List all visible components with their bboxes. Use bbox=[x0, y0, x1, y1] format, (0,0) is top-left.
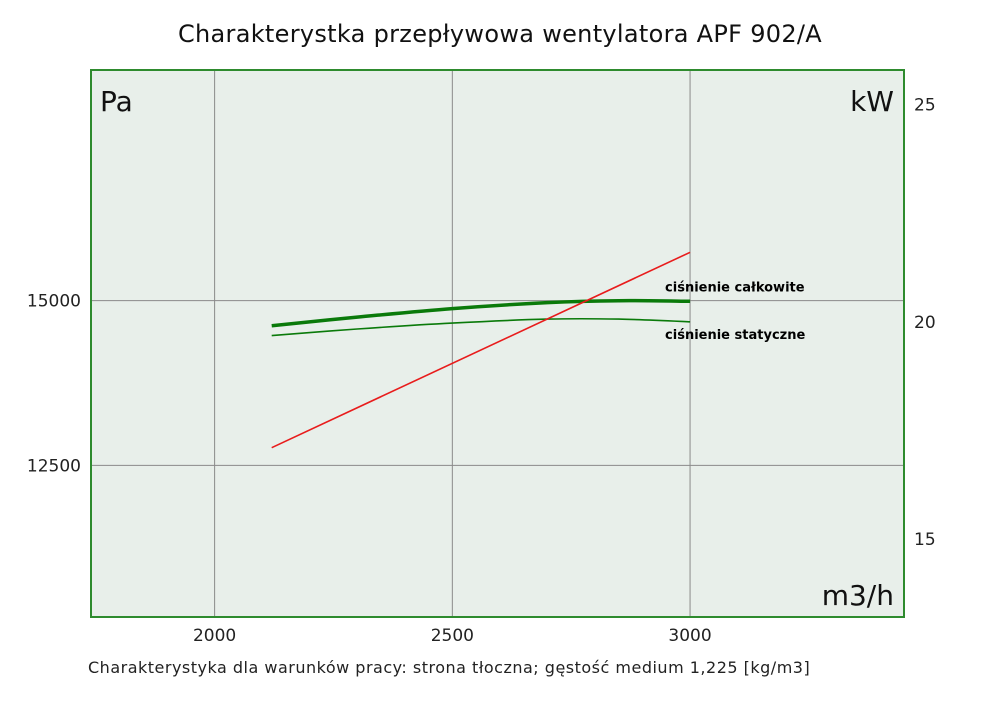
x-tick-label-2: 3000 bbox=[668, 626, 711, 646]
y-tick-label-1: 15000 bbox=[27, 292, 81, 312]
y-tick-label-0: 12500 bbox=[27, 456, 81, 476]
plot-border bbox=[90, 69, 905, 618]
y2-axis-label: kW bbox=[850, 85, 894, 118]
series-line-0 bbox=[271, 298, 691, 328]
series-line-1 bbox=[271, 317, 691, 337]
x-axis-label: m3/h bbox=[822, 579, 894, 612]
series-group bbox=[271, 251, 691, 449]
x-tick-label-0: 2000 bbox=[193, 626, 236, 646]
footnote: Charakterystyka dla warunków pracy: stro… bbox=[88, 658, 811, 677]
axis-labels: ciśnienie całkowite ciśnienie statyczne Pa… bbox=[100, 85, 894, 612]
y-axis-label: Pa bbox=[100, 85, 133, 118]
tick-labels: 2000 2500 3000 12500 15000 15 20 25 bbox=[27, 96, 936, 646]
grid bbox=[91, 70, 904, 617]
y2-tick-label-0: 15 bbox=[914, 530, 936, 550]
chart-title: Charakterystka przepływowa wentylatora A… bbox=[177, 20, 823, 48]
x-tick-label-1: 2500 bbox=[431, 626, 474, 646]
y2-tick-label-1: 20 bbox=[914, 313, 936, 333]
y2-tick-label-2: 25 bbox=[914, 96, 936, 116]
series-label-0: ciśnienie całkowite bbox=[665, 280, 805, 295]
series-line-2 bbox=[271, 251, 691, 449]
series-label-1: ciśnienie statyczne bbox=[665, 328, 805, 343]
plot-area bbox=[91, 70, 904, 617]
